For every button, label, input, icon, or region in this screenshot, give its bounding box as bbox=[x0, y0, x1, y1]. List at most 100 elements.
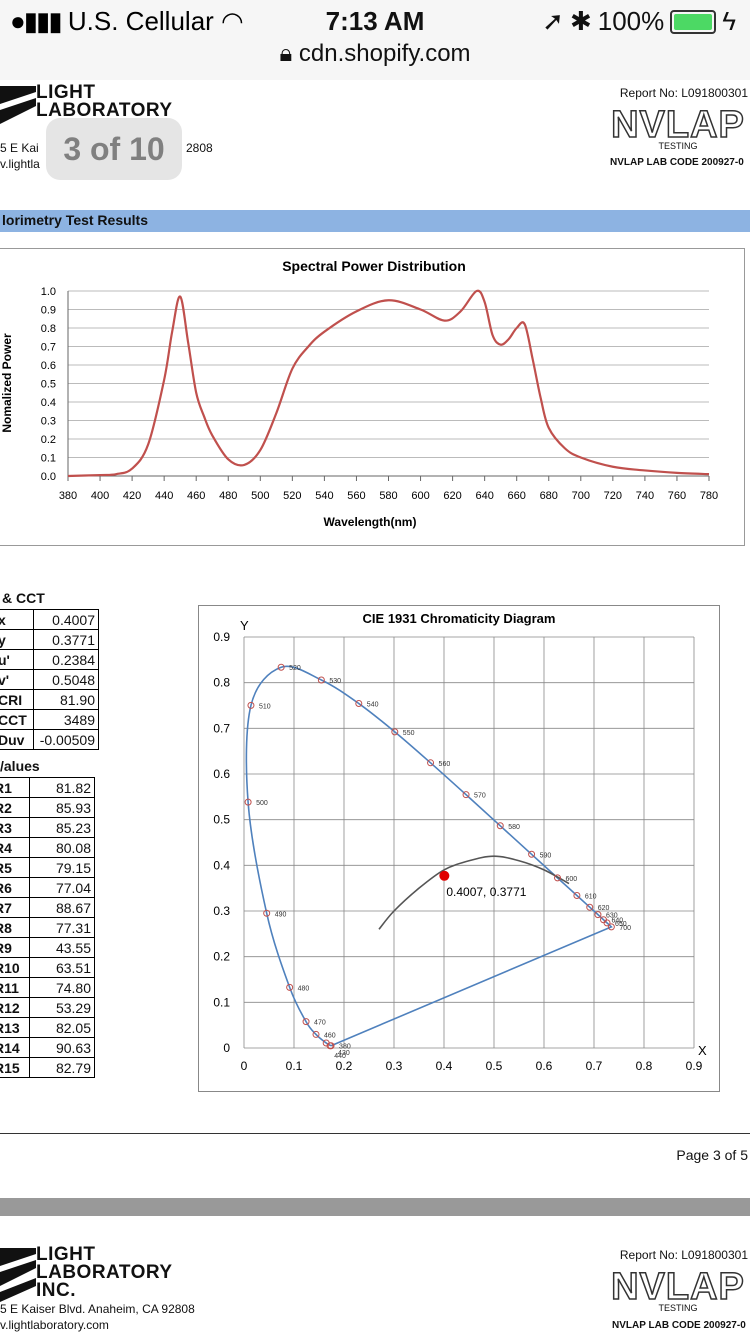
footer-logo-line-1: LIGHT bbox=[36, 1244, 96, 1265]
signal-icon: ●▮▮▮ bbox=[10, 6, 63, 36]
cct-value: 0.3771 bbox=[33, 629, 99, 650]
cie-y-tick: 0.9 bbox=[213, 630, 230, 644]
spd-x-tick: 640 bbox=[475, 490, 493, 502]
locus-point bbox=[355, 700, 363, 708]
locus-point bbox=[391, 728, 399, 736]
r-values-table: R181.82R285.93R385.23R480.08R579.15R677.… bbox=[0, 777, 95, 1078]
cct-table: x 0.4007 y 0.3771 u' 0.2384 v' 0.5048 CRI 81.90 CC… bbox=[0, 609, 99, 750]
logo-stripes-icon bbox=[0, 86, 36, 124]
spd-x-tick: 700 bbox=[572, 490, 590, 502]
measured-point bbox=[439, 870, 450, 881]
locus-point bbox=[528, 850, 536, 858]
cie-y-tick: 0.8 bbox=[213, 676, 230, 690]
r-value-label: R10 bbox=[0, 957, 30, 978]
r-value-row: R1063.51 bbox=[0, 957, 95, 978]
r-value-value: 77.04 bbox=[29, 877, 95, 898]
locus-point bbox=[312, 1030, 320, 1038]
locus-wavelength-label: 700 bbox=[619, 925, 631, 932]
spd-series-line bbox=[67, 289, 710, 478]
locus-wavelength-label: 640 bbox=[612, 918, 624, 925]
r-value-row: R480.08 bbox=[0, 837, 95, 858]
r-value-value: 88.67 bbox=[29, 897, 95, 918]
locus-point bbox=[603, 919, 611, 927]
section-title: lorimetry Test Results bbox=[2, 212, 149, 228]
cie-y-tick: 0.2 bbox=[213, 950, 230, 964]
r-value-value: 85.93 bbox=[29, 797, 95, 818]
r-value-label: R6 bbox=[0, 877, 30, 898]
spd-y-tick: 0.4 bbox=[41, 397, 56, 409]
planckian-locus-line bbox=[378, 855, 570, 930]
spd-y-tick: 0.1 bbox=[41, 453, 56, 465]
spd-x-tick: 540 bbox=[315, 490, 333, 502]
nvlap-code: NVLAP LAB CODE 200927-0 bbox=[610, 157, 744, 168]
cct-row: CRI 81.90 bbox=[0, 689, 99, 710]
browser-status-bar: ●▮▮▮ U.S. Cellular ◠ 7:13 AM 🔒︎ cdn.shop… bbox=[0, 0, 750, 80]
cct-row: y 0.3771 bbox=[0, 629, 99, 650]
footer-web: v.lightlaboratory.com bbox=[0, 1318, 109, 1332]
locus-point bbox=[554, 874, 561, 882]
locus-point bbox=[427, 759, 435, 767]
locus-wavelength-label: 490 bbox=[275, 911, 287, 918]
locus-point bbox=[607, 923, 615, 931]
r-value-value: 74.80 bbox=[29, 977, 95, 998]
battery-label: 100% bbox=[597, 6, 665, 36]
cct-row: u' 0.2384 bbox=[0, 649, 99, 670]
footer-report-number: Report No: L091800301 bbox=[619, 1248, 748, 1262]
spd-x-tick: 660 bbox=[508, 490, 526, 502]
r-value-label: R7 bbox=[0, 897, 30, 918]
cie-x-tick: 0.8 bbox=[636, 1059, 653, 1073]
locus-point bbox=[573, 891, 581, 899]
cct-label: u' bbox=[0, 649, 34, 670]
footer-lab-logo: LIGHT LABORATORY INC. bbox=[0, 1244, 200, 1306]
locus-point bbox=[496, 822, 504, 830]
cie-x-tick: 0 bbox=[241, 1059, 248, 1073]
spd-x-tick: 760 bbox=[668, 490, 686, 502]
locus-wavelength-label: 430 bbox=[338, 1050, 350, 1057]
spd-x-tick: 480 bbox=[219, 490, 237, 502]
spd-x-tick: 720 bbox=[604, 490, 622, 502]
r-value-label: R12 bbox=[0, 997, 30, 1018]
spd-title: Spectral Power Distribution bbox=[282, 258, 466, 274]
cct-label: v' bbox=[0, 669, 34, 690]
footer-logo-line-3: INC. bbox=[36, 1280, 76, 1301]
cie-y-tick: 0 bbox=[223, 1041, 230, 1055]
spd-y-tick: 0.6 bbox=[41, 360, 56, 372]
url-text: cdn.shopify.com bbox=[298, 40, 471, 67]
nvlap-logo: NVLAP TESTING bbox=[610, 103, 746, 151]
cie-x-tick: 0.1 bbox=[286, 1059, 303, 1073]
r-value-row: R1253.29 bbox=[0, 997, 95, 1018]
locus-point bbox=[317, 676, 325, 684]
spd-chart-frame bbox=[0, 248, 745, 546]
status-right: ➚ ✱ 100% ϟ bbox=[542, 6, 736, 37]
locus-wavelength-label: 380 bbox=[339, 1044, 351, 1051]
spd-x-tick: 680 bbox=[540, 490, 558, 502]
spd-x-tick: 560 bbox=[347, 490, 365, 502]
spd-y-tick: 0.2 bbox=[41, 434, 56, 446]
url-bar[interactable]: 🔒︎ cdn.shopify.com bbox=[0, 40, 750, 68]
spd-x-tick: 780 bbox=[700, 490, 718, 502]
footer-logo-line-2: LABORATORY bbox=[36, 1262, 173, 1283]
spd-x-tick: 600 bbox=[411, 490, 429, 502]
footer-rule bbox=[0, 1133, 750, 1134]
locus-wavelength-label: 500 bbox=[256, 800, 268, 807]
r-value-label: R13 bbox=[0, 1017, 30, 1038]
spd-x-tick: 500 bbox=[251, 490, 269, 502]
cie-chart: CIE 1931 Chromaticity Diagram Y X 0 0.1 0.… bbox=[213, 611, 707, 1073]
r-value-row: R1490.63 bbox=[0, 1037, 95, 1058]
spd-y-tick: 1.0 bbox=[41, 286, 56, 298]
r-value-value: 80.08 bbox=[29, 837, 95, 858]
footer-nvlap-code: NVLAP LAB CODE 200927-0 bbox=[612, 1320, 746, 1331]
locus-point bbox=[302, 1018, 310, 1026]
locus-wavelength-label: 520 bbox=[289, 665, 301, 672]
spd-x-tick: 440 bbox=[155, 490, 173, 502]
r-value-value: 82.05 bbox=[29, 1017, 95, 1038]
cie-y-tick: 0.7 bbox=[213, 721, 230, 735]
carrier-label: U.S. Cellular bbox=[67, 6, 214, 36]
spd-y-tick: 0.8 bbox=[41, 323, 56, 335]
spd-y-tick: 0.0 bbox=[41, 471, 56, 483]
r-value-value: 63.51 bbox=[29, 957, 95, 978]
cct-value: 0.4007 bbox=[33, 609, 99, 630]
cie-y-tick: 0.3 bbox=[213, 904, 230, 918]
cct-value: 0.5048 bbox=[33, 669, 99, 690]
cie-y-tick: 0.5 bbox=[213, 813, 230, 827]
